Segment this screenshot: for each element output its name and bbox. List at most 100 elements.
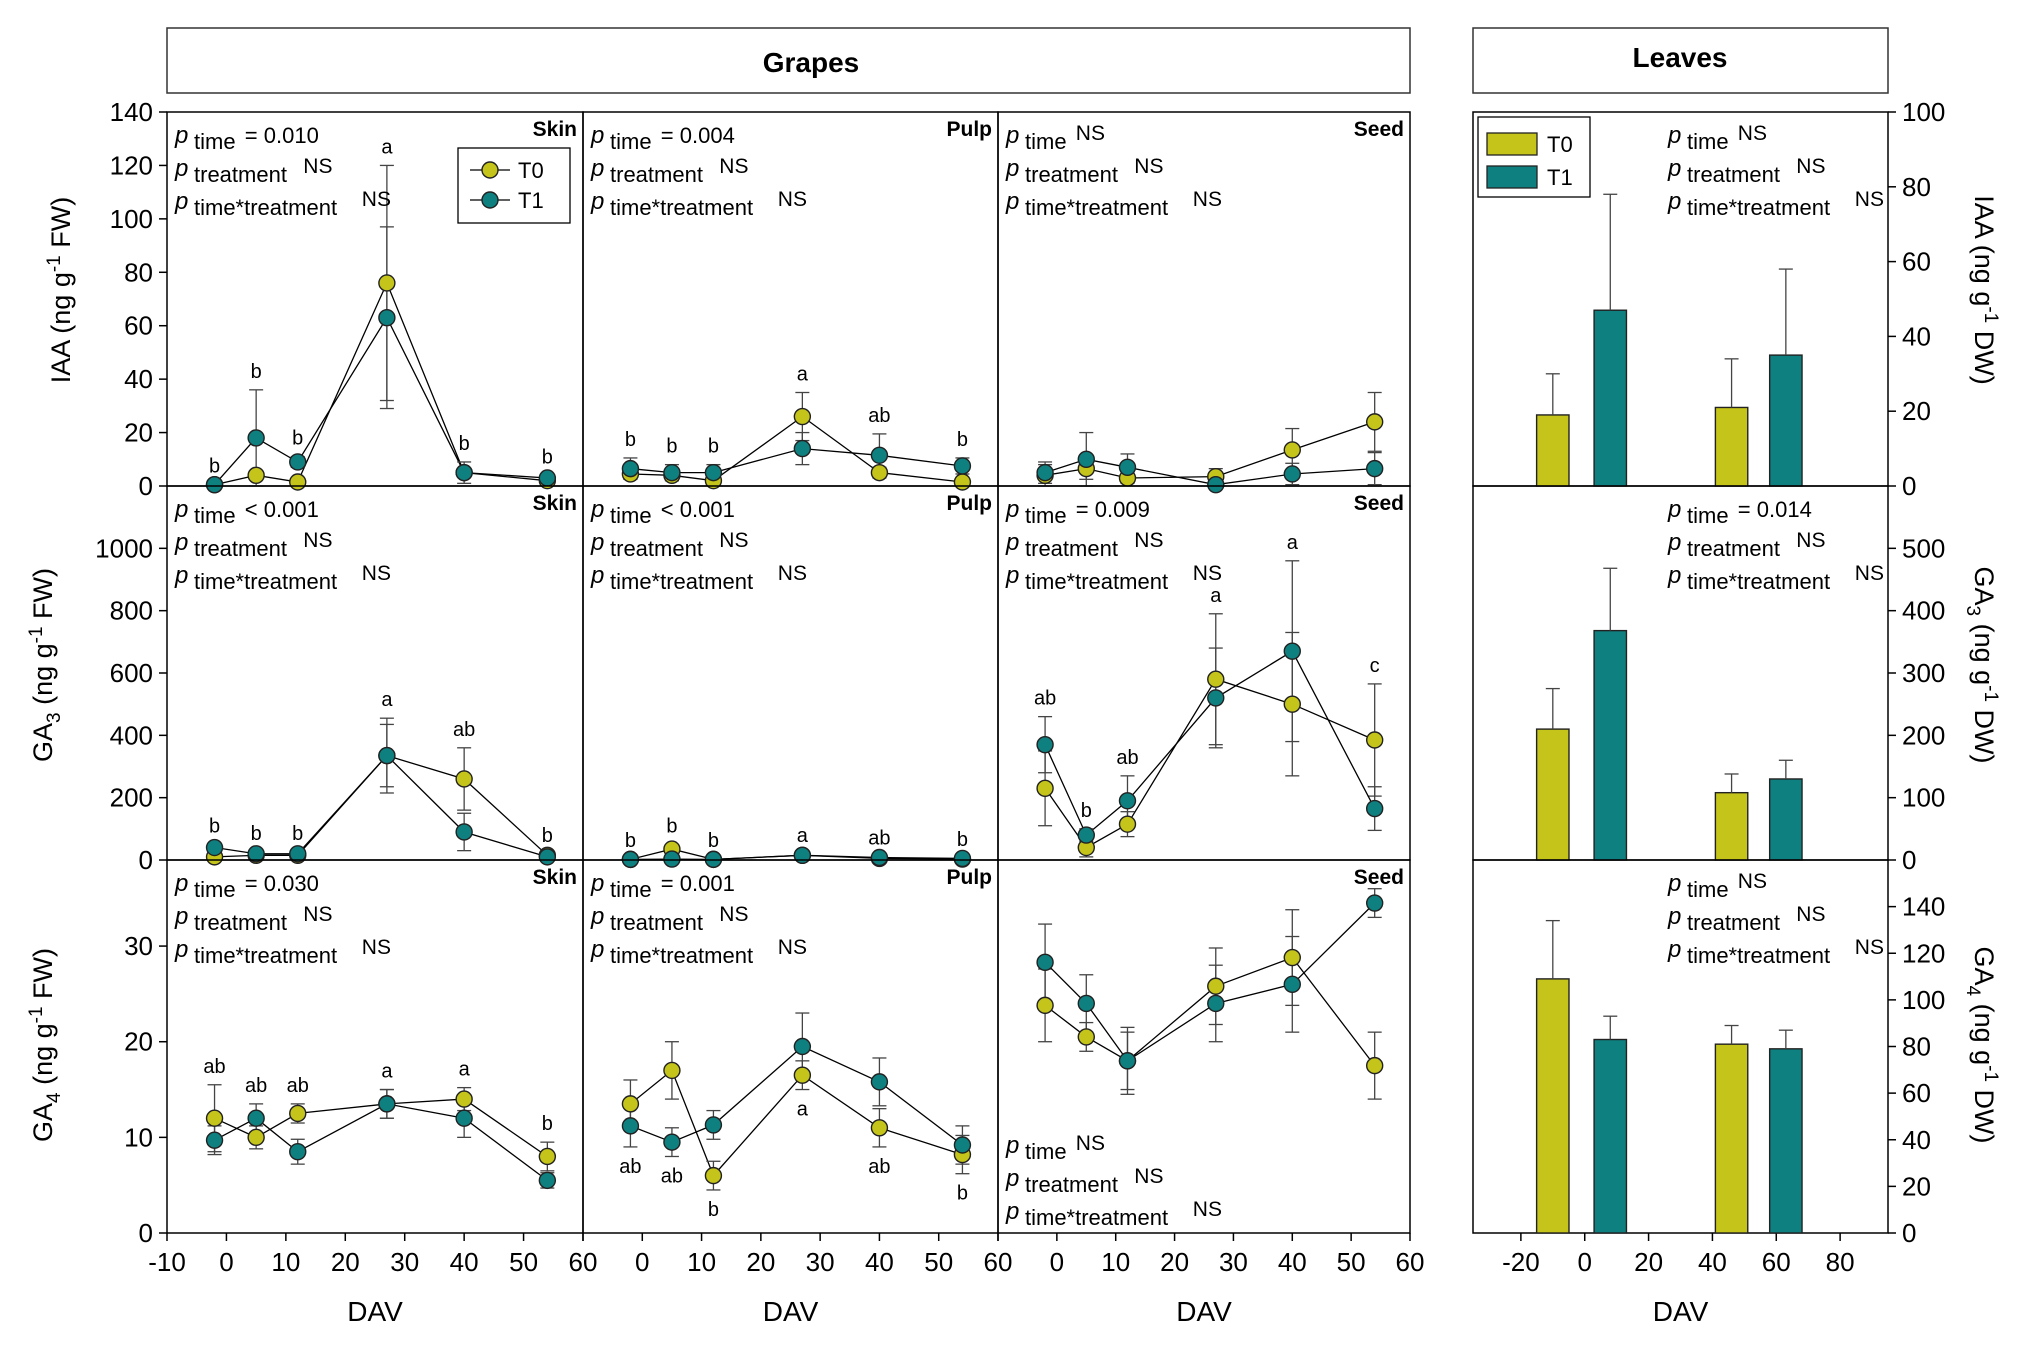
x-tick-label: 60 — [1762, 1247, 1791, 1277]
p-value-time-ga3-seed: = 0.009 — [1076, 497, 1150, 522]
panel-title-iaa-skin: Skin — [533, 118, 577, 141]
p-label-interaction-iaa-skin: time*treatment — [194, 195, 337, 220]
p-label-time-ga3-skin: time — [194, 503, 236, 528]
y-title-iaa-right: IAA (ng g-1 DW) — [1969, 195, 2001, 384]
data-point-T0-ga3-seed — [1036, 779, 1054, 798]
x-tick-label: 80 — [1826, 1247, 1855, 1277]
svg-text:IAA (ng g-1 FW): IAA (ng g-1 FW) — [44, 197, 76, 383]
data-point-T1-ga4-pulp — [870, 1073, 889, 1091]
p-label-treatment-ga3-seed: treatment — [1025, 536, 1118, 561]
x-tick-label: 40 — [865, 1247, 894, 1277]
y-tick-label: 120 — [110, 150, 153, 180]
significance-letter-ga3-seed: a — [1210, 585, 1222, 607]
series-line-T1-ga4-skin — [214, 1103, 548, 1181]
p-symbol-iaa-pulp: p — [590, 188, 604, 215]
data-point-T1-ga3-skin — [289, 845, 307, 863]
p-symbol-ga3-seed: p — [1005, 562, 1019, 589]
y-tick-label: 400 — [110, 720, 153, 750]
p-symbol-iaa-skin: p — [174, 188, 188, 215]
panel-title-ga3-seed: Seed — [1354, 492, 1404, 515]
y-tick-label-right: 400 — [1902, 596, 1945, 626]
significance-letter-ga3-skin: b — [251, 823, 262, 845]
p-value-interaction-ga4-skin: NS — [362, 936, 391, 959]
p-symbol-iaa-seed: p — [1005, 155, 1019, 182]
data-point-T1-iaa-skin — [538, 469, 557, 487]
svg-text:GA3 (ng g-1 FW): GA3 (ng g-1 FW) — [26, 568, 65, 762]
p-value-time-iaa-leaves: NS — [1738, 122, 1767, 145]
data-point-T0-ga4-skin — [247, 1128, 265, 1147]
y-tick-label: 200 — [110, 783, 153, 813]
x-tick-label: 0 — [635, 1247, 649, 1277]
significance-letter-ga4-pulp: a — [797, 1099, 809, 1121]
p-symbol-ga4-seed: p — [1005, 1198, 1019, 1225]
data-point-T0-ga4-seed — [1365, 1056, 1384, 1075]
data-point-T1-iaa-skin — [205, 475, 224, 494]
p-label-interaction-ga4-pulp: time*treatment — [610, 943, 753, 968]
legend-box-line — [457, 147, 571, 224]
y-title-ga3-right: GA3 (ng g-1 DW) — [1962, 566, 2001, 763]
x-tick-label: 60 — [569, 1247, 598, 1277]
p-label-time-ga4-pulp: time — [610, 877, 652, 902]
x-tick-label: 10 — [1101, 1247, 1130, 1277]
x-tick-label: 40 — [450, 1247, 479, 1277]
significance-letter-ga3-skin: ab — [453, 719, 475, 741]
p-symbol-iaa-leaves: p — [1667, 188, 1681, 215]
panel-title-iaa-pulp: Pulp — [947, 118, 993, 141]
panel-title-ga4-seed: Seed — [1354, 866, 1404, 889]
p-symbol-ga4-leaves: p — [1667, 870, 1681, 897]
p-symbol-ga3-skin: p — [174, 562, 188, 589]
p-value-treatment-ga3-pulp: NS — [719, 529, 748, 552]
p-label-interaction-ga4-seed: time*treatment — [1025, 1205, 1168, 1230]
data-point-T0-iaa-seed — [1365, 413, 1384, 431]
x-axis-title-ga4-pulp: DAV — [763, 1296, 819, 1327]
p-symbol-iaa-pulp: p — [590, 122, 604, 149]
p-label-time-ga4-skin: time — [194, 877, 236, 902]
data-point-T1-ga3-skin — [455, 823, 473, 841]
p-label-time-ga3-leaves: time — [1687, 503, 1729, 528]
data-point-T1-iaa-pulp — [870, 446, 889, 464]
p-symbol-ga3-pulp: p — [590, 529, 604, 556]
data-point-T1-ga3-skin — [538, 848, 557, 866]
data-point-T1-ga4-pulp — [793, 1037, 812, 1056]
data-point-T0-iaa-skin — [378, 274, 396, 292]
p-symbol-iaa-seed: p — [1005, 188, 1019, 215]
p-value-interaction-ga3-skin: NS — [362, 562, 391, 585]
p-symbol-ga3-pulp: p — [590, 562, 604, 589]
x-axis-title-ga4-skin: DAV — [347, 1296, 403, 1327]
significance-letter-iaa-skin: b — [209, 456, 220, 478]
y-tick-label: 0 — [139, 1218, 153, 1248]
y-tick-label-right: 40 — [1902, 1125, 1931, 1155]
p-symbol-iaa-leaves: p — [1667, 122, 1681, 149]
significance-letter-ga3-pulp: b — [957, 829, 968, 851]
data-point-T1-iaa-pulp — [793, 439, 812, 458]
panel-title-ga3-pulp: Pulp — [947, 492, 993, 515]
p-value-time-iaa-pulp: = 0.004 — [661, 123, 735, 148]
y-title-ga3-left: GA3 (ng g-1 FW) — [26, 568, 65, 762]
data-point-T1-iaa-seed — [1365, 459, 1384, 478]
p-symbol-ga3-skin: p — [174, 496, 188, 523]
y-tick-label-right: 140 — [1902, 892, 1945, 922]
y-title-ga4-left: GA4 (ng g-1 FW) — [26, 948, 65, 1142]
y-tick-label: 20 — [124, 1027, 153, 1057]
significance-letter-ga4-skin: ab — [287, 1075, 309, 1097]
p-value-interaction-iaa-leaves: NS — [1855, 188, 1884, 211]
y-tick-label: 140 — [110, 97, 153, 127]
p-symbol-ga4-skin: p — [174, 936, 188, 963]
p-label-interaction-ga3-skin: time*treatment — [194, 569, 337, 594]
legend-marker-T1 — [481, 191, 499, 209]
p-symbol-ga4-skin: p — [174, 870, 188, 897]
p-label-time-ga4-leaves: time — [1687, 877, 1729, 902]
data-point-T0-ga4-seed — [1207, 977, 1225, 995]
x-tick-label: 0 — [1577, 1247, 1591, 1277]
legend-label-bar-T0: T0 — [1547, 132, 1573, 157]
data-point-T0-ga3-seed — [1118, 815, 1137, 833]
x-axis-title-ga4-leaves: DAV — [1653, 1296, 1709, 1327]
data-point-T1-ga3-seed — [1207, 689, 1225, 707]
data-point-T1-ga4-seed — [1365, 894, 1384, 912]
data-point-T0-ga3-skin — [455, 770, 473, 788]
y-tick-label-right: 60 — [1902, 247, 1931, 277]
p-label-interaction-iaa-seed: time*treatment — [1025, 195, 1168, 220]
significance-letter-ga4-pulp: ab — [661, 1165, 683, 1187]
significance-letter-ga3-skin: b — [209, 815, 220, 837]
